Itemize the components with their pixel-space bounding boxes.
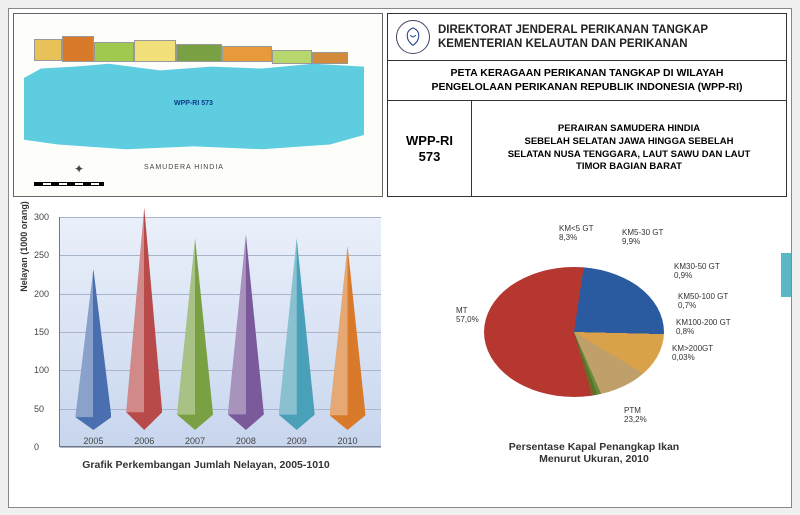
pie-slice-label: PTM23,2%: [624, 407, 647, 425]
bar-chart: Nelayan (1000 orang) 0501001502002503002…: [59, 217, 381, 447]
wpp-desc-line2: SEBELAH SELATAN JAWA HINGGA SEBELAH: [508, 136, 751, 149]
wpp-code: WPP-RI 573: [388, 101, 472, 196]
pie-slice-label: KM50-100 GT0,7%: [678, 293, 728, 311]
wpp-number: 573: [406, 149, 453, 165]
map-region: [94, 42, 134, 62]
bar-chart-ylabel: Nelayan (1000 orang): [19, 201, 29, 292]
top-row: SAMUDERA HINDIA WPP-RI 573 ✦ DIREKTORAT …: [9, 9, 791, 201]
header-subtitle: PETA KERAGAAN PERIKANAN TANGKAP DI WILAY…: [388, 61, 786, 101]
map-region: [62, 36, 94, 62]
map-region: [176, 44, 222, 62]
pie-title-line1: Persentase Kapal Penangkap Ikan: [509, 441, 679, 453]
ytick-label: 0: [34, 442, 39, 452]
map-region: [222, 46, 272, 62]
pie-slice-label: MT57,0%: [456, 307, 479, 325]
bar-cone: [177, 238, 213, 430]
xtick-label: 2010: [338, 436, 358, 446]
xtick-label: 2009: [287, 436, 307, 446]
map-compass: ✦: [74, 162, 84, 176]
bar-cone: [330, 246, 366, 430]
ytick-label: 150: [34, 327, 49, 337]
map-ocean-label: SAMUDERA HINDIA: [144, 164, 224, 171]
pie-title-line2: Menurut Ukuran, 2010: [509, 453, 679, 465]
bars-group: 2005 2006 2007 2008 2009 2010: [60, 217, 381, 446]
xtick-label: 2007: [185, 436, 205, 446]
bottom-row: Nelayan (1000 orang) 0 50 100 150 200 250 300 2…: [9, 201, 791, 501]
pie-chart: MT57,0% PTM23,2% KM<5 GT8,3% KM5-30 GT9,9% K…: [454, 217, 734, 437]
header-top: DIREKTORAT JENDERAL PERIKANAN TANGKAP KE…: [388, 14, 786, 61]
pie-slice-label: KM>200GT0,03%: [672, 345, 713, 363]
wpp-description: PERAIRAN SAMUDERA HINDIA SEBELAH SELATAN…: [472, 101, 786, 196]
bar-item: 2007: [175, 238, 215, 446]
side-tab: [781, 253, 791, 297]
bar-cone: [126, 208, 162, 430]
ministry-logo-icon: [396, 20, 430, 54]
pie-slice-label: KM100-200 GT0,8%: [676, 319, 731, 337]
pie-face: [484, 267, 664, 397]
map-land: [34, 34, 354, 74]
map-region: [312, 52, 348, 64]
pie-chart-panel: MT57,0% PTM23,2% KM<5 GT8,3% KM5-30 GT9,9% K…: [403, 201, 791, 501]
wpp-desc-line1: PERAIRAN SAMUDERA HINDIA: [508, 123, 751, 136]
wpp-desc-line3: SELATAN NUSA TENGGARA, LAUT SAWU DAN LAU…: [508, 149, 751, 162]
map-region: [34, 39, 62, 61]
xtick-label: 2008: [236, 436, 256, 446]
map-panel: SAMUDERA HINDIA WPP-RI 573 ✦: [13, 13, 383, 197]
wpp-desc-line4: TIMOR BAGIAN BARAT: [508, 161, 751, 174]
ytick-label: 100: [34, 365, 49, 375]
bar-cone: [279, 238, 315, 430]
map-scalebar: [34, 182, 104, 186]
map-wpp-label: WPP-RI 573: [174, 100, 213, 107]
bar-item: 2005: [73, 269, 113, 446]
ytick-label: 50: [34, 404, 44, 414]
header-box: DIREKTORAT JENDERAL PERIKANAN TANGKAP KE…: [387, 13, 787, 197]
bar-item: 2006: [124, 208, 164, 446]
pie-slice-label: KM<5 GT8,3%: [559, 225, 593, 243]
header-title-line1: DIREKTORAT JENDERAL PERIKANAN TANGKAP: [438, 23, 708, 37]
pie-slice-label: KM5-30 GT9,9%: [622, 229, 663, 247]
pie-chart-title: Persentase Kapal Penangkap Ikan Menurut …: [509, 441, 679, 465]
bar-chart-title: Grafik Perkembangan Jumlah Nelayan, 2005…: [19, 459, 393, 471]
pie-slice-label: KM30-50 GT0,9%: [674, 263, 720, 281]
bar-item: 2008: [226, 235, 266, 447]
page-frame: SAMUDERA HINDIA WPP-RI 573 ✦ DIREKTORAT …: [8, 8, 792, 508]
bar-cone: [228, 235, 264, 431]
bar-item: 2010: [328, 246, 368, 446]
bar-cone: [75, 269, 111, 430]
ytick-label: 250: [34, 250, 49, 260]
map-region: [134, 40, 176, 62]
header-title: DIREKTORAT JENDERAL PERIKANAN TANGKAP KE…: [438, 23, 708, 52]
wpp-label: WPP-RI: [406, 133, 453, 149]
header-bottom: WPP-RI 573 PERAIRAN SAMUDERA HINDIA SEBE…: [388, 101, 786, 196]
xtick-label: 2005: [83, 436, 103, 446]
header-subtitle-line2: PENGELOLAAN PERIKANAN REPUBLIK INDONESIA…: [394, 81, 780, 95]
ytick-label: 300: [34, 212, 49, 222]
map-region: [272, 50, 312, 64]
xtick-label: 2006: [134, 436, 154, 446]
ytick-label: 200: [34, 289, 49, 299]
header-title-line2: KEMENTERIAN KELAUTAN DAN PERIKANAN: [438, 37, 708, 51]
bar-chart-panel: Nelayan (1000 orang) 0 50 100 150 200 250 300 2…: [9, 201, 403, 501]
header-subtitle-line1: PETA KERAGAAN PERIKANAN TANGKAP DI WILAY…: [394, 67, 780, 81]
gridline: [60, 447, 381, 448]
bar-item: 2009: [277, 238, 317, 446]
